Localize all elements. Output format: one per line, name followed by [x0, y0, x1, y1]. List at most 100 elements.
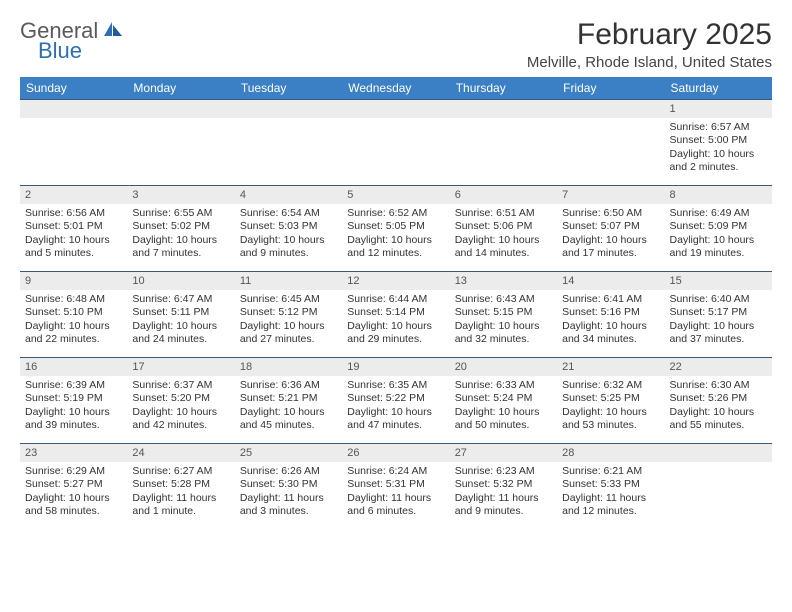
day-number: 1 — [665, 100, 772, 118]
sunset-text: Sunset: 5:33 PM — [562, 478, 660, 491]
day-number — [20, 100, 127, 118]
day1-text: Daylight: 10 hours — [347, 234, 445, 247]
calendar-week: 1Sunrise: 6:57 AMSunset: 5:00 PMDaylight… — [20, 100, 772, 186]
sunrise-text: Sunrise: 6:40 AM — [670, 293, 768, 306]
page-header: General Blue February 2025 Melville, Rho… — [20, 18, 772, 71]
sunset-text: Sunset: 5:03 PM — [240, 220, 338, 233]
sunset-text: Sunset: 5:24 PM — [455, 392, 553, 405]
day-number — [450, 100, 557, 118]
calendar-cell: 25Sunrise: 6:26 AMSunset: 5:30 PMDayligh… — [235, 444, 342, 530]
sunset-text: Sunset: 5:22 PM — [347, 392, 445, 405]
day2-text: and 27 minutes. — [240, 333, 338, 346]
sunrise-text: Sunrise: 6:33 AM — [455, 379, 553, 392]
cell-body: Sunrise: 6:26 AMSunset: 5:30 PMDaylight:… — [235, 462, 342, 522]
sunset-text: Sunset: 5:32 PM — [455, 478, 553, 491]
calendar-cell: 16Sunrise: 6:39 AMSunset: 5:19 PMDayligh… — [20, 358, 127, 444]
day2-text: and 55 minutes. — [670, 419, 768, 432]
sunset-text: Sunset: 5:02 PM — [132, 220, 230, 233]
cell-body: Sunrise: 6:33 AMSunset: 5:24 PMDaylight:… — [450, 376, 557, 436]
sunset-text: Sunset: 5:16 PM — [562, 306, 660, 319]
calendar-cell: 22Sunrise: 6:30 AMSunset: 5:26 PMDayligh… — [665, 358, 772, 444]
sunrise-text: Sunrise: 6:37 AM — [132, 379, 230, 392]
calendar-cell — [557, 100, 664, 186]
sunset-text: Sunset: 5:30 PM — [240, 478, 338, 491]
calendar-cell: 7Sunrise: 6:50 AMSunset: 5:07 PMDaylight… — [557, 186, 664, 272]
calendar-cell — [20, 100, 127, 186]
day2-text: and 5 minutes. — [25, 247, 123, 260]
cell-body: Sunrise: 6:27 AMSunset: 5:28 PMDaylight:… — [127, 462, 234, 522]
sunset-text: Sunset: 5:21 PM — [240, 392, 338, 405]
day1-text: Daylight: 10 hours — [347, 406, 445, 419]
cell-body: Sunrise: 6:43 AMSunset: 5:15 PMDaylight:… — [450, 290, 557, 350]
logo-sail-icon — [102, 20, 124, 42]
sunrise-text: Sunrise: 6:32 AM — [562, 379, 660, 392]
day2-text: and 9 minutes. — [455, 505, 553, 518]
calendar-cell: 2Sunrise: 6:56 AMSunset: 5:01 PMDaylight… — [20, 186, 127, 272]
day2-text: and 29 minutes. — [347, 333, 445, 346]
day2-text: and 45 minutes. — [240, 419, 338, 432]
day-number — [557, 100, 664, 118]
day2-text: and 34 minutes. — [562, 333, 660, 346]
sunrise-text: Sunrise: 6:54 AM — [240, 207, 338, 220]
cell-body: Sunrise: 6:24 AMSunset: 5:31 PMDaylight:… — [342, 462, 449, 522]
day-number: 19 — [342, 358, 449, 376]
cell-body: Sunrise: 6:32 AMSunset: 5:25 PMDaylight:… — [557, 376, 664, 436]
sunrise-text: Sunrise: 6:47 AM — [132, 293, 230, 306]
day1-text: Daylight: 10 hours — [562, 320, 660, 333]
calendar-cell — [127, 100, 234, 186]
day-header: Thursday — [450, 77, 557, 100]
day2-text: and 6 minutes. — [347, 505, 445, 518]
sunset-text: Sunset: 5:06 PM — [455, 220, 553, 233]
day-number: 18 — [235, 358, 342, 376]
sunset-text: Sunset: 5:15 PM — [455, 306, 553, 319]
calendar-cell — [235, 100, 342, 186]
calendar-cell: 14Sunrise: 6:41 AMSunset: 5:16 PMDayligh… — [557, 272, 664, 358]
logo: General Blue — [20, 20, 124, 62]
sunset-text: Sunset: 5:07 PM — [562, 220, 660, 233]
calendar-week: 16Sunrise: 6:39 AMSunset: 5:19 PMDayligh… — [20, 358, 772, 444]
sunset-text: Sunset: 5:12 PM — [240, 306, 338, 319]
sunset-text: Sunset: 5:05 PM — [347, 220, 445, 233]
sunrise-text: Sunrise: 6:23 AM — [455, 465, 553, 478]
sunset-text: Sunset: 5:25 PM — [562, 392, 660, 405]
day-header: Friday — [557, 77, 664, 100]
calendar-cell: 20Sunrise: 6:33 AMSunset: 5:24 PMDayligh… — [450, 358, 557, 444]
calendar-cell: 13Sunrise: 6:43 AMSunset: 5:15 PMDayligh… — [450, 272, 557, 358]
day-number: 27 — [450, 444, 557, 462]
sunset-text: Sunset: 5:27 PM — [25, 478, 123, 491]
cell-body: Sunrise: 6:47 AMSunset: 5:11 PMDaylight:… — [127, 290, 234, 350]
day-number: 6 — [450, 186, 557, 204]
sunrise-text: Sunrise: 6:57 AM — [670, 121, 768, 134]
day2-text: and 42 minutes. — [132, 419, 230, 432]
day1-text: Daylight: 10 hours — [670, 406, 768, 419]
calendar-cell: 15Sunrise: 6:40 AMSunset: 5:17 PMDayligh… — [665, 272, 772, 358]
sunrise-text: Sunrise: 6:51 AM — [455, 207, 553, 220]
day-number: 13 — [450, 272, 557, 290]
day1-text: Daylight: 10 hours — [25, 492, 123, 505]
sunset-text: Sunset: 5:11 PM — [132, 306, 230, 319]
day2-text: and 14 minutes. — [455, 247, 553, 260]
day1-text: Daylight: 10 hours — [240, 234, 338, 247]
day2-text: and 58 minutes. — [25, 505, 123, 518]
day2-text: and 7 minutes. — [132, 247, 230, 260]
day-header: Tuesday — [235, 77, 342, 100]
calendar-cell: 21Sunrise: 6:32 AMSunset: 5:25 PMDayligh… — [557, 358, 664, 444]
calendar-cell: 4Sunrise: 6:54 AMSunset: 5:03 PMDaylight… — [235, 186, 342, 272]
calendar-table: SundayMondayTuesdayWednesdayThursdayFrid… — [20, 77, 772, 530]
sunset-text: Sunset: 5:14 PM — [347, 306, 445, 319]
sunset-text: Sunset: 5:31 PM — [347, 478, 445, 491]
calendar-cell: 23Sunrise: 6:29 AMSunset: 5:27 PMDayligh… — [20, 444, 127, 530]
day1-text: Daylight: 10 hours — [670, 148, 768, 161]
day-number: 23 — [20, 444, 127, 462]
day2-text: and 3 minutes. — [240, 505, 338, 518]
sunrise-text: Sunrise: 6:44 AM — [347, 293, 445, 306]
calendar-cell: 3Sunrise: 6:55 AMSunset: 5:02 PMDaylight… — [127, 186, 234, 272]
day-number: 10 — [127, 272, 234, 290]
day2-text: and 19 minutes. — [670, 247, 768, 260]
day1-text: Daylight: 10 hours — [455, 406, 553, 419]
day-number — [342, 100, 449, 118]
day-number: 9 — [20, 272, 127, 290]
day1-text: Daylight: 11 hours — [562, 492, 660, 505]
sunrise-text: Sunrise: 6:41 AM — [562, 293, 660, 306]
day-number: 24 — [127, 444, 234, 462]
